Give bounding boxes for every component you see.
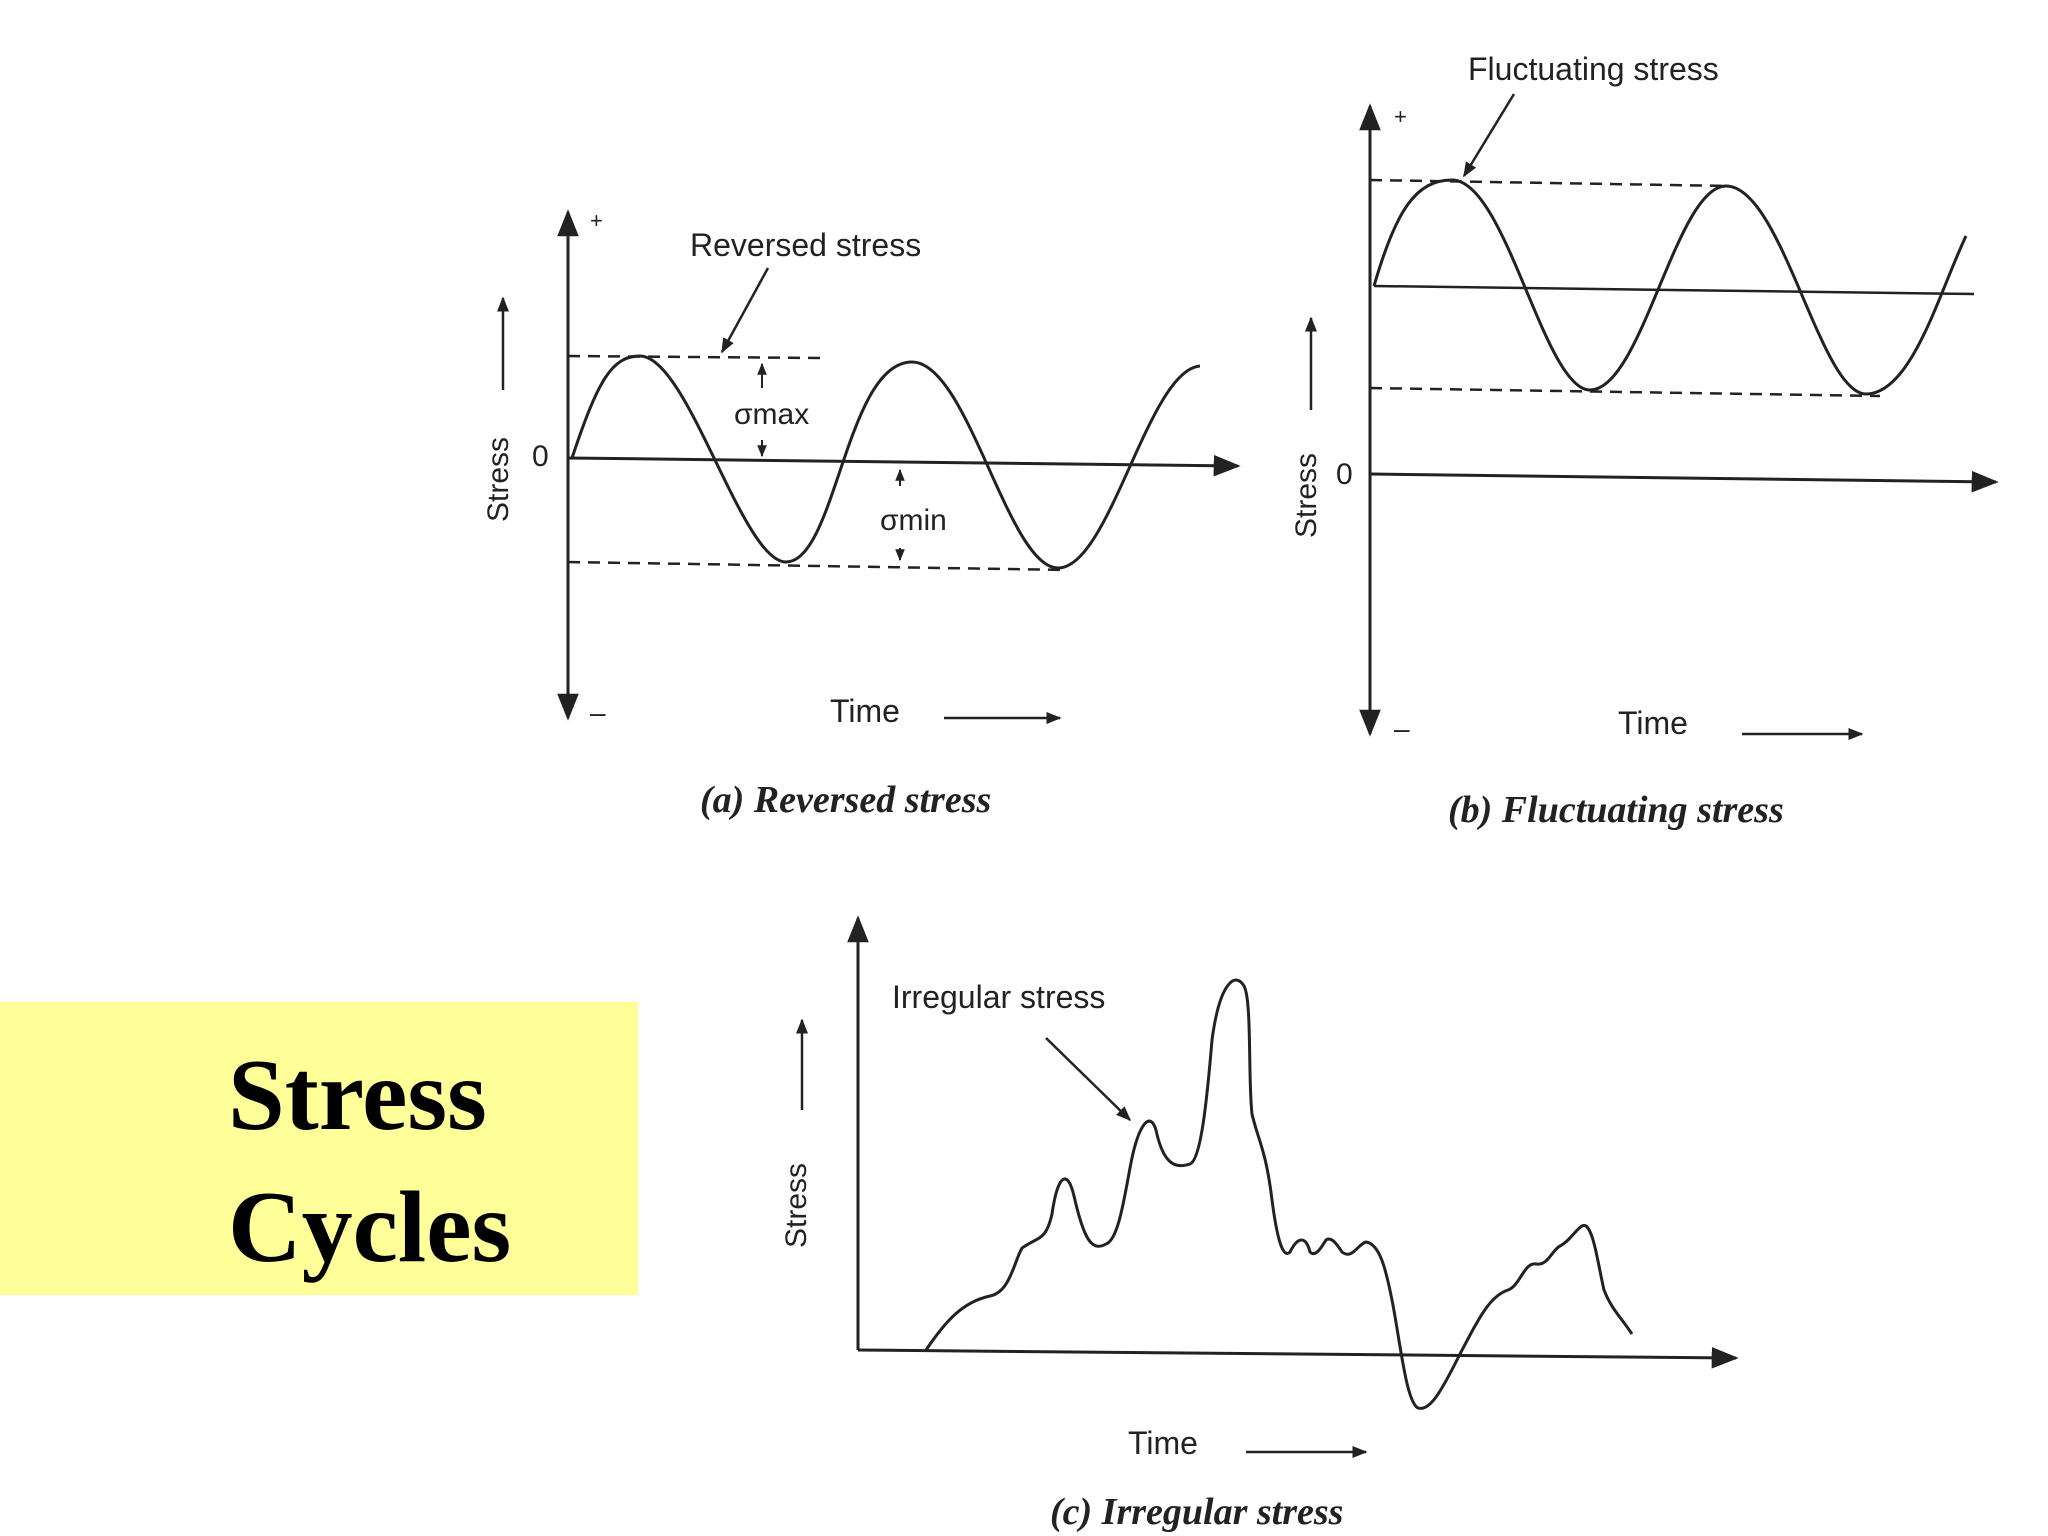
min-dashed-line <box>1369 386 1881 398</box>
x-axis <box>1369 470 1999 493</box>
title-box: Stress Cycles <box>0 1002 638 1295</box>
x-axis <box>567 454 1241 477</box>
origin-label: 0 <box>1336 458 1353 491</box>
caption: (c) Irregular stress <box>1050 1491 1343 1533</box>
diagram-fluctuating-stress <box>1305 93 1999 740</box>
caption: (b) Fluctuating stress <box>1448 789 1784 831</box>
y-axis-label: Stress <box>482 437 515 522</box>
annotation-label: Irregular stress <box>892 979 1105 1015</box>
x-axis-label: Time <box>830 693 900 729</box>
max-dashed-line <box>567 354 821 360</box>
sigma-max-label: σmax <box>734 398 809 431</box>
caption: (a) Reversed stress <box>700 779 991 821</box>
y-axis-label: Stress <box>1290 453 1323 538</box>
x-axis <box>857 1346 1739 1369</box>
annotation-leader <box>1045 1037 1132 1122</box>
annotation-label: Fluctuating stress <box>1468 51 1719 87</box>
title-line-2: Cycles <box>228 1171 512 1284</box>
annotation-leader <box>720 267 770 354</box>
annotation-label: Reversed stress <box>690 227 921 263</box>
diagram-reversed-stress <box>497 209 1241 724</box>
sigma-min-label: σmin <box>880 504 947 537</box>
diagram-irregular-stress <box>796 915 1739 1458</box>
max-dashed-line <box>1369 178 1731 188</box>
minus-sign: – <box>1394 713 1410 744</box>
stress-wave <box>570 354 1201 570</box>
stress-wave <box>924 978 1634 1410</box>
min-dashed-line <box>567 560 1069 572</box>
plus-sign: + <box>590 208 603 233</box>
x-axis-label: Time <box>1128 1425 1198 1461</box>
minus-sign: – <box>590 697 606 728</box>
slide-title: Stress Cycles <box>228 1030 511 1294</box>
y-axis-label: Stress <box>780 1163 813 1248</box>
plus-sign: + <box>1394 104 1407 129</box>
origin-label: 0 <box>532 440 549 473</box>
annotation-leader <box>1462 93 1516 178</box>
stress-wave <box>1372 178 1968 396</box>
mean-line <box>1373 284 1975 296</box>
x-axis-label: Time <box>1618 705 1688 741</box>
title-line-1: Stress <box>228 1039 487 1152</box>
